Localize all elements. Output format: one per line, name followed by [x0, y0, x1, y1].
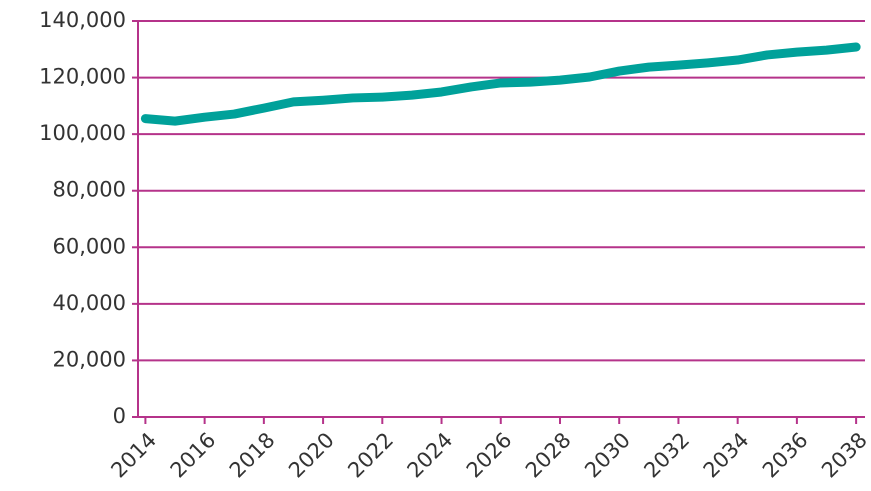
y-tick-label: 140,000	[39, 8, 126, 32]
x-tick-label: 2026	[462, 428, 517, 483]
y-tick-label: 100,000	[39, 121, 126, 145]
x-tick-label: 2030	[580, 428, 635, 483]
y-tick-label: 60,000	[53, 234, 126, 258]
x-tick-label: 2022	[343, 428, 398, 483]
line-series	[140, 42, 861, 126]
x-tick-label: 2032	[639, 428, 694, 483]
y-tick-label: 80,000	[53, 178, 126, 202]
y-tick-label: 120,000	[39, 65, 126, 89]
y-tick-label: 0	[113, 404, 126, 428]
x-tick-label: 2024	[403, 428, 458, 483]
y-tick-label: 40,000	[53, 291, 126, 315]
x-tick-label: 2028	[521, 428, 576, 483]
x-tick-label: 2020	[284, 428, 339, 483]
x-tick-label: 2038	[817, 428, 871, 483]
x-tick-label: 2018	[225, 428, 280, 483]
x-tick-label: 2014	[106, 428, 161, 483]
y-tick-label: 20,000	[53, 347, 126, 371]
x-tick-label: 2036	[758, 428, 813, 483]
x-tick-label: 2016	[166, 428, 221, 483]
x-tick-label: 2034	[699, 428, 754, 483]
